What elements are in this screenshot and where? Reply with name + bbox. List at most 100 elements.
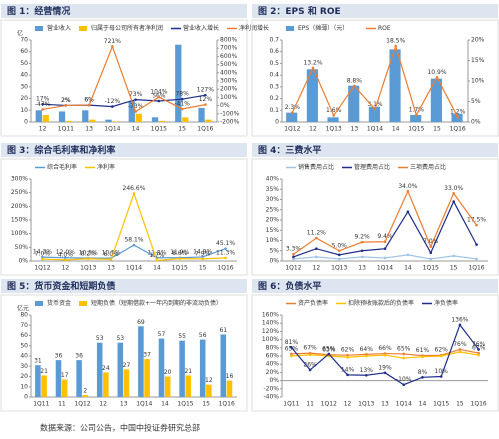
line [291, 44, 459, 118]
header-bar [1, 4, 247, 18]
y-tick-label: 40 [20, 72, 28, 79]
x-tick-label: 1Q12 [74, 401, 90, 408]
bar [327, 117, 339, 122]
y-tick-label: 150% [11, 217, 28, 224]
data-label: 37 [143, 352, 151, 359]
y2-tick-label: 0% [220, 102, 230, 109]
x-tick-label: 11 [58, 401, 66, 408]
data-label: 65% [397, 345, 411, 352]
x-tick-label: 1Q15 [408, 126, 424, 133]
data-label: 20 [164, 369, 172, 376]
y2-tick-label: 0% [471, 119, 481, 126]
point [41, 102, 44, 106]
y-tick-label: 140% [262, 320, 279, 327]
x-tick-label: 15 [178, 126, 186, 133]
legend-swatch [35, 301, 43, 306]
data-label: 53 [96, 335, 104, 342]
data-label: 65% [322, 345, 336, 352]
data-label: 12 [205, 377, 213, 384]
y2-tick-label: 600% [220, 53, 237, 60]
bar [185, 375, 192, 397]
bar [96, 342, 103, 397]
y-tick-label: 0.1 [269, 107, 279, 114]
x-tick-label: 1Q11 [283, 401, 299, 408]
plot-frame [251, 19, 499, 137]
line [293, 254, 477, 260]
data-label: 27 [123, 362, 131, 369]
data-label: -41% [174, 100, 190, 107]
bar [151, 117, 159, 122]
data-label: 1.7% [149, 252, 165, 259]
x-tick-label: 1Q13 [80, 265, 96, 272]
legend-swatch [79, 26, 87, 31]
x-tick-label: 1Q16 [219, 401, 235, 408]
data-label: 6% [84, 97, 94, 104]
bar [117, 342, 124, 397]
bar [220, 334, 227, 397]
plot-frame [0, 294, 248, 412]
y-tick-label: 70 [20, 322, 28, 329]
y2-tick-label: 700% [220, 45, 237, 52]
bar [158, 338, 165, 397]
legend-label: 营业收入 [47, 24, 71, 32]
legend-label: 短期负债（短期借款+一年内到期的非流动负债） [91, 299, 222, 307]
data-label: -10% [396, 376, 412, 383]
data-label: 65% [285, 345, 299, 352]
x-tick-label: 1Q13 [358, 401, 374, 408]
x-tick-label: 1Q16 [217, 265, 233, 272]
x-tick-label: 1Q14 [136, 401, 152, 408]
data-label: 14.9% [193, 248, 212, 255]
data-label: 14.3% [33, 249, 52, 256]
line [293, 200, 478, 258]
bar [58, 111, 66, 122]
data-label: 26% [303, 361, 317, 368]
y-tick-label: 0.2 [269, 95, 279, 102]
x-tick-label: 1Q16 [471, 401, 487, 408]
y-tick-label: 0.5 [269, 60, 279, 67]
y-tick-label: 0.6 [269, 48, 279, 55]
data-label: 62% [341, 347, 355, 354]
bar [430, 78, 442, 122]
data-label: 11.2% [307, 230, 326, 237]
x-tick-label: 13 [120, 401, 128, 408]
x-tick-label: 1Q12 [284, 126, 300, 133]
data-label: 8.6% [172, 250, 188, 257]
chart-title: 图 4：三费水平 [258, 144, 321, 156]
chart-title: 图 3：综合毛利率和净利率 [7, 144, 115, 156]
data-label: 2.3% [285, 104, 301, 111]
data-label: 136% [451, 316, 468, 323]
y-tick-label: 20 [20, 373, 28, 380]
data-label: 69 [137, 319, 145, 326]
bar [368, 106, 380, 122]
data-label: 16 [226, 373, 234, 380]
x-tick-label: 15 [433, 126, 441, 133]
x-tick-label: 1Q13 [326, 126, 342, 133]
legend-label: 营业收入增长 [183, 24, 219, 32]
line [42, 44, 206, 113]
y-tick-label: 250% [11, 189, 28, 196]
y-tick-label: 15% [266, 227, 280, 234]
data-label: 1.7% [409, 107, 425, 114]
bar [103, 372, 109, 397]
y-tick-label: 10% [266, 237, 280, 244]
data-label: 56 [199, 332, 207, 339]
data-label: 21 [40, 368, 48, 375]
legend-label: 净利率 [97, 163, 115, 171]
data-label: 2% [61, 97, 71, 104]
x-tick-label: 14 [419, 401, 427, 408]
y-tick-label: 40% [266, 361, 280, 368]
line [42, 244, 226, 259]
data-label: 12% [199, 96, 213, 103]
data-label: 8.8% [347, 77, 363, 84]
data-label: 4.0% [58, 251, 74, 258]
y-tick-label: 0.3 [269, 83, 279, 90]
y2-tick-label: -200% [220, 119, 240, 126]
data-label: 66% [378, 345, 392, 352]
data-label: -47% [35, 101, 51, 108]
bar [144, 359, 150, 397]
legend-label: 扣除预收账款后的负债率 [348, 299, 414, 307]
line [291, 348, 479, 357]
y-tick-label: 50 [20, 342, 28, 349]
data-label: 11.9% [170, 249, 189, 256]
y-tick-label: 0.7 [269, 37, 279, 44]
